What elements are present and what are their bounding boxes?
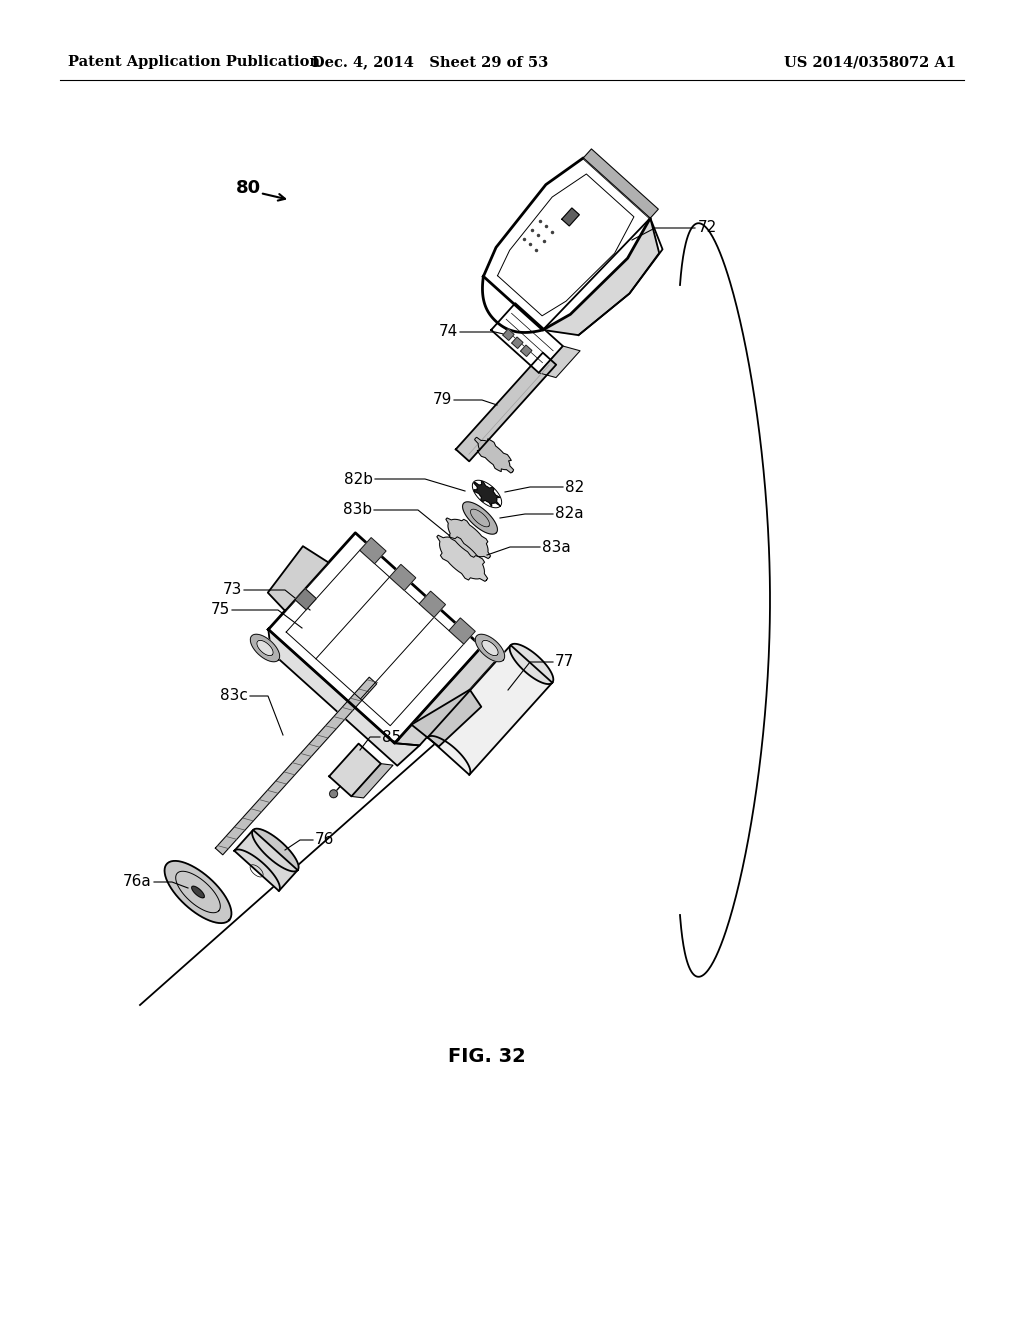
Text: FIG. 32: FIG. 32: [449, 1047, 526, 1065]
Polygon shape: [543, 218, 659, 335]
Polygon shape: [329, 743, 381, 796]
Polygon shape: [483, 158, 650, 330]
Text: 83b: 83b: [343, 503, 372, 517]
Polygon shape: [419, 591, 445, 618]
Polygon shape: [268, 630, 420, 766]
Text: 83a: 83a: [542, 540, 570, 554]
Text: 76: 76: [315, 833, 335, 847]
Polygon shape: [584, 149, 658, 218]
Text: 77: 77: [555, 655, 574, 669]
Text: 72: 72: [698, 220, 717, 235]
Text: 74: 74: [438, 325, 458, 339]
Polygon shape: [503, 329, 514, 341]
Polygon shape: [359, 537, 386, 564]
Polygon shape: [520, 345, 531, 356]
Polygon shape: [250, 634, 280, 661]
Polygon shape: [482, 640, 498, 656]
Polygon shape: [389, 565, 416, 590]
Text: Patent Application Publication: Patent Application Publication: [68, 55, 319, 69]
Polygon shape: [295, 589, 316, 610]
Polygon shape: [268, 546, 329, 611]
Polygon shape: [412, 689, 481, 747]
Polygon shape: [437, 535, 487, 581]
Text: 75: 75: [211, 602, 230, 618]
Polygon shape: [562, 209, 580, 226]
Text: 80: 80: [236, 180, 261, 197]
Polygon shape: [463, 502, 498, 535]
Polygon shape: [191, 886, 204, 898]
Polygon shape: [475, 634, 505, 661]
Text: 85: 85: [382, 730, 401, 744]
Text: 79: 79: [432, 392, 452, 408]
Polygon shape: [215, 677, 377, 855]
Text: Dec. 4, 2014   Sheet 29 of 53: Dec. 4, 2014 Sheet 29 of 53: [312, 55, 548, 69]
Text: 76a: 76a: [123, 874, 152, 890]
Polygon shape: [539, 346, 580, 378]
Polygon shape: [428, 645, 552, 775]
Polygon shape: [252, 829, 299, 871]
Polygon shape: [445, 517, 490, 558]
Polygon shape: [474, 482, 500, 507]
Polygon shape: [257, 640, 273, 656]
Polygon shape: [268, 533, 481, 743]
Polygon shape: [449, 618, 475, 644]
Polygon shape: [351, 764, 393, 797]
Polygon shape: [165, 861, 231, 923]
Polygon shape: [512, 337, 523, 348]
Polygon shape: [474, 437, 514, 473]
Text: 82b: 82b: [344, 471, 373, 487]
Text: 82a: 82a: [555, 507, 584, 521]
Polygon shape: [330, 789, 338, 797]
Polygon shape: [510, 644, 553, 684]
Text: US 2014/0358072 A1: US 2014/0358072 A1: [784, 55, 956, 69]
Text: 83c: 83c: [220, 689, 248, 704]
Polygon shape: [456, 352, 556, 461]
Text: 82: 82: [565, 479, 585, 495]
Polygon shape: [394, 647, 503, 746]
Polygon shape: [492, 304, 563, 372]
Polygon shape: [234, 830, 298, 891]
Text: 73: 73: [222, 582, 242, 598]
